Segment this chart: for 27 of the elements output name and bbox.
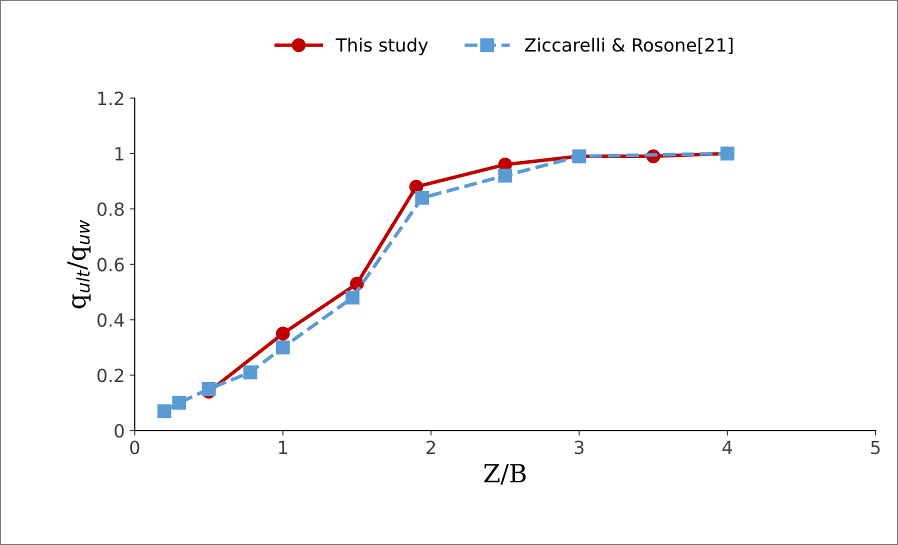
- legend-label: Ziccarelli & Rosone[21]: [524, 38, 733, 54]
- point: [172, 396, 186, 410]
- y-tick-label: 1.2: [98, 92, 124, 105]
- y-axis-title: q$_{ult}$/q$_{uw}$: [67, 220, 91, 308]
- y-tick-label: 0.8: [97, 202, 124, 216]
- y-tick-label: 0: [114, 424, 124, 438]
- y-tick-label: 0.4: [97, 313, 124, 327]
- x-tick-label: 2: [426, 440, 435, 454]
- x-tick-label: 5: [871, 440, 880, 454]
- x-tick-label: 4: [722, 440, 732, 454]
- point: [157, 404, 172, 418]
- point: [409, 180, 424, 194]
- point: [498, 168, 512, 183]
- legend-label: This study: [336, 38, 428, 56]
- x-tick-label: 1: [279, 440, 287, 454]
- point: [415, 190, 430, 205]
- point: [202, 382, 216, 396]
- x-tick-label: 3: [574, 440, 584, 454]
- point: [346, 290, 360, 305]
- x-axis-title: Z/B: [484, 464, 526, 485]
- y-tick-label: 0.2: [97, 368, 124, 382]
- point: [243, 365, 258, 380]
- y-tick-label: 1: [115, 147, 124, 160]
- point: [276, 326, 290, 341]
- point: [276, 340, 290, 354]
- y-tick-label: 0.6: [97, 258, 124, 272]
- x-tick-label: 0: [130, 440, 140, 454]
